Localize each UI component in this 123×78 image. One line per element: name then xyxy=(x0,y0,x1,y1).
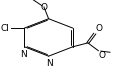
Text: N: N xyxy=(20,50,27,59)
Text: O: O xyxy=(40,2,47,12)
Text: Cl: Cl xyxy=(0,24,9,33)
Text: O: O xyxy=(99,51,106,60)
Text: O: O xyxy=(95,24,102,33)
Text: N: N xyxy=(46,59,53,68)
